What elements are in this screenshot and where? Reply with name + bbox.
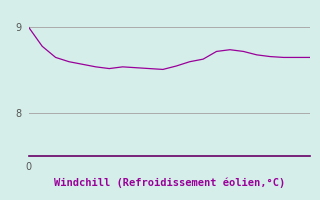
X-axis label: Windchill (Refroidissement éolien,°C): Windchill (Refroidissement éolien,°C) xyxy=(54,178,285,188)
